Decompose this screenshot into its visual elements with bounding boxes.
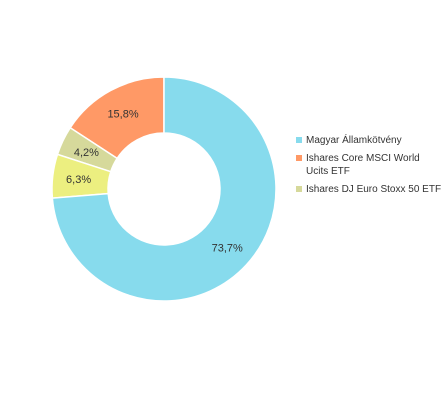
legend-item-ishares-msci: Ishares Core MSCI World Ucits ETF xyxy=(296,152,442,178)
legend-item-ishares-stoxx: Ishares DJ Euro Stoxx 50 ETF xyxy=(296,183,442,196)
slice-data-label-4: 73,7% xyxy=(212,242,243,254)
legend-swatch xyxy=(296,137,302,143)
legend-item-magyar: Magyar Államkötvény xyxy=(296,134,442,147)
legend-swatch xyxy=(296,186,302,192)
legend-label: Magyar Államkötvény xyxy=(306,135,402,146)
slice-data-label-3: 6,3% xyxy=(66,174,91,186)
slice-data-label-1: 15,8% xyxy=(107,108,138,120)
legend-label: Ishares Core MSCI World Ucits ETF xyxy=(306,153,420,177)
donut-slice-4 xyxy=(51,76,277,302)
legend-label: Ishares DJ Euro Stoxx 50 ETF xyxy=(306,184,442,195)
legend-swatch xyxy=(296,155,302,161)
chart-legend: Magyar Államkötvény Ishares Core MSCI Wo… xyxy=(296,134,442,201)
slice-data-label-2: 4,2% xyxy=(74,147,99,159)
